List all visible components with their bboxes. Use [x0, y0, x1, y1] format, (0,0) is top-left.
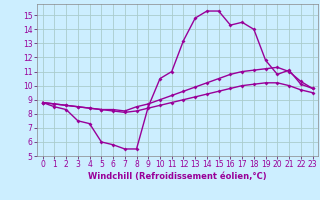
X-axis label: Windchill (Refroidissement éolien,°C): Windchill (Refroidissement éolien,°C): [88, 172, 267, 181]
